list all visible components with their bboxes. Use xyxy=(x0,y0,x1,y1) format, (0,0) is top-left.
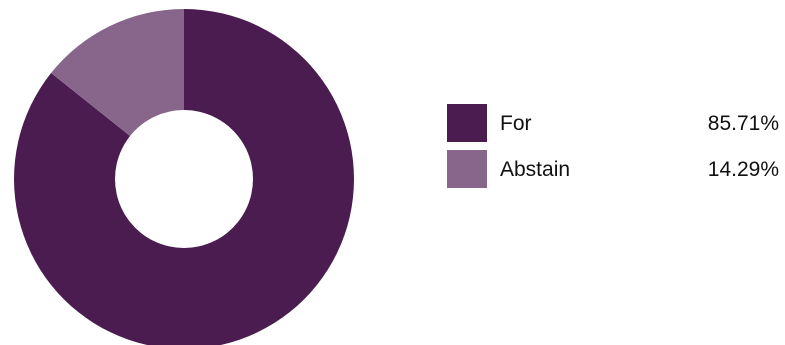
legend-value-abstain: 14.29% xyxy=(707,158,779,181)
donut-chart xyxy=(14,9,354,345)
legend-swatch-abstain xyxy=(447,150,487,188)
legend-label-abstain: Abstain xyxy=(500,158,571,181)
slice-abstain xyxy=(51,9,184,136)
slice-for xyxy=(14,9,354,345)
legend-swatch-for xyxy=(447,104,487,142)
legend-value-for: 85.71% xyxy=(707,112,779,135)
legend: For 85.71% Abstain 14.29% xyxy=(447,102,779,194)
legend-item-for: For 85.71% xyxy=(447,102,779,148)
legend-item-abstain: Abstain 14.29% xyxy=(447,148,779,194)
legend-label-for: For xyxy=(500,112,532,135)
